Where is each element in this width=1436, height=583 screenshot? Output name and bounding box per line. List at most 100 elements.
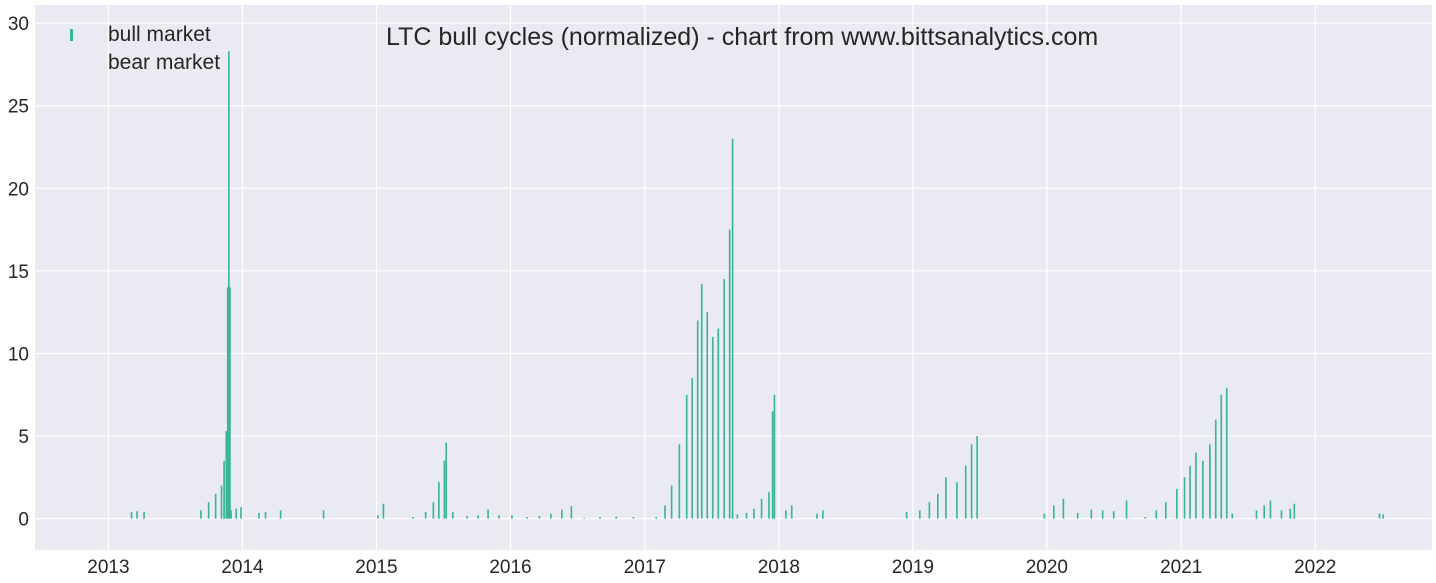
bull-market-bar <box>706 312 709 519</box>
legend-label-bull-market: bull market <box>108 23 211 46</box>
bull-market-bar <box>583 517 586 519</box>
bull-market-bar <box>753 508 755 519</box>
bull-market-bars <box>130 51 1384 519</box>
x-axis-ticks: 2013 2014 2015 2016 2017 2018 2019 2020 2021 2022 <box>87 557 1336 578</box>
bull-market-bar <box>784 510 787 519</box>
bull-market-bar <box>1293 503 1296 519</box>
y-tick-label: 30 <box>8 14 29 35</box>
bull-market-bar <box>226 287 229 519</box>
bull-market-bar <box>771 411 774 519</box>
bull-market-bar <box>964 465 967 519</box>
bull-market-bar <box>728 229 731 519</box>
bull-market-bar <box>976 436 978 519</box>
bull-market-bar <box>130 512 133 519</box>
bull-market-bar <box>498 515 500 519</box>
bull-market-bar <box>424 512 427 519</box>
bull-market-bar <box>1183 477 1186 519</box>
bull-market-bar <box>487 509 489 519</box>
bull-market-bar <box>377 515 379 519</box>
legend-swatch-bull-market <box>70 29 73 41</box>
bull-market-bar <box>768 492 770 519</box>
bull-market-bar <box>1053 505 1055 519</box>
bull-market-bar <box>526 516 528 519</box>
bull-market-bar <box>691 378 694 519</box>
x-tick-label: 2013 <box>87 557 129 578</box>
bull-market-bar <box>632 516 635 519</box>
x-tick-label: 2020 <box>1026 557 1068 578</box>
legend-label-bear-market: bear market <box>108 51 220 74</box>
bull-market-bar <box>760 498 763 519</box>
bull-market-bar <box>736 514 739 519</box>
bull-market-bar <box>905 512 908 519</box>
bull-market-bar <box>279 510 282 519</box>
bull-market-bar <box>731 138 734 519</box>
bull-market-bar <box>229 287 231 519</box>
y-tick-label: 25 <box>8 97 29 118</box>
bull-market-bar <box>696 320 699 519</box>
bull-market-bar <box>570 506 573 519</box>
bull-market-bar <box>1269 500 1272 519</box>
bull-market-bar <box>411 516 414 519</box>
bull-market-bar <box>1164 502 1167 519</box>
bull-market-bar <box>264 512 267 519</box>
bull-market-bar <box>928 502 931 519</box>
x-tick-label: 2022 <box>1294 557 1336 578</box>
x-tick-label: 2014 <box>221 557 264 578</box>
bull-market-bar <box>919 510 921 519</box>
bull-market-bar <box>700 284 703 519</box>
bull-market-bar <box>225 431 228 519</box>
bull-market-bar <box>1220 394 1223 519</box>
plot-area <box>35 5 1432 550</box>
y-tick-label: 20 <box>8 179 29 200</box>
x-tick-label: 2021 <box>1160 557 1202 578</box>
bull-market-bar <box>1214 419 1217 519</box>
bull-market-bar <box>477 515 479 519</box>
y-tick-label: 0 <box>18 510 29 531</box>
bull-market-bar <box>235 508 238 519</box>
bull-market-bar <box>451 512 454 519</box>
y-tick-label: 15 <box>8 262 29 283</box>
bull-market-bar <box>228 51 230 519</box>
bull-market-bar <box>956 482 958 519</box>
bull-market-bar <box>1382 514 1384 519</box>
bull-market-bar <box>1076 512 1079 519</box>
y-axis-ticks: 0 5 10 15 20 25 30 <box>8 14 29 530</box>
bull-market-bar <box>220 485 223 519</box>
x-tick-label: 2016 <box>489 557 531 578</box>
bull-market-bar <box>723 279 725 519</box>
bull-market-bar <box>773 394 776 519</box>
x-tick-label: 2015 <box>355 557 397 578</box>
bull-market-bar <box>1101 510 1104 519</box>
bull-market-bar <box>1255 510 1258 519</box>
bull-market-bar <box>223 460 225 519</box>
bull-market-bar <box>511 515 513 519</box>
bull-market-bar <box>678 444 681 519</box>
bull-market-bar <box>1378 513 1381 519</box>
bull-market-bar <box>240 507 242 519</box>
bull-market-bar <box>670 485 673 519</box>
bull-market-bar <box>685 394 688 519</box>
bull-market-bar <box>258 512 260 519</box>
bull-market-bar <box>1062 498 1065 519</box>
legend: bull market bear market <box>70 23 220 74</box>
x-tick-label: 2018 <box>758 557 800 578</box>
x-tick-label: 2017 <box>624 557 666 578</box>
y-tick-label: 5 <box>18 427 29 448</box>
bull-market-bar <box>745 512 748 519</box>
bull-market-bar <box>200 510 202 519</box>
bull-market-bar <box>1263 505 1266 519</box>
bull-market-bar <box>136 511 138 519</box>
bull-market-bar <box>466 516 468 519</box>
bull-market-bar <box>443 460 446 519</box>
bull-market-bar <box>1125 500 1128 519</box>
bull-market-bar <box>1202 460 1204 519</box>
bull-market-bar <box>1225 388 1228 519</box>
bull-market-bar <box>599 516 601 519</box>
bull-market-bar <box>1280 510 1283 519</box>
bull-market-bar <box>1176 488 1178 519</box>
grid-lines <box>35 5 1432 550</box>
bull-market-bar <box>432 502 435 519</box>
bull-market-bar <box>382 503 385 519</box>
